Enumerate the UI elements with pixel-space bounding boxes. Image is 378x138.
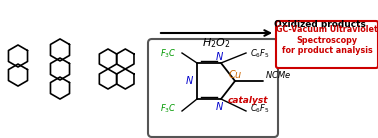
Text: Spectroscopy: Spectroscopy	[296, 36, 358, 45]
Text: $N$: $N$	[185, 74, 194, 86]
FancyBboxPatch shape	[276, 21, 378, 68]
Text: $Cu$: $Cu$	[228, 68, 242, 80]
Text: $F_3C$: $F_3C$	[160, 47, 177, 59]
FancyBboxPatch shape	[148, 39, 278, 137]
Text: $C_6F_5$: $C_6F_5$	[250, 47, 270, 59]
Text: $NCMe$: $NCMe$	[265, 69, 291, 80]
Text: $N$: $N$	[215, 100, 225, 112]
Text: $H_2O_2$: $H_2O_2$	[202, 36, 231, 50]
Text: catalyst: catalyst	[228, 96, 268, 105]
Text: Oxidized products: Oxidized products	[274, 20, 366, 29]
Text: $C_6F_5$: $C_6F_5$	[250, 103, 270, 115]
Text: $N$: $N$	[215, 50, 225, 62]
Text: $F_3C$: $F_3C$	[160, 103, 177, 115]
Text: GC-Vacuum Ultraviolet: GC-Vacuum Ultraviolet	[276, 25, 378, 34]
Text: for product analysis: for product analysis	[282, 46, 372, 55]
